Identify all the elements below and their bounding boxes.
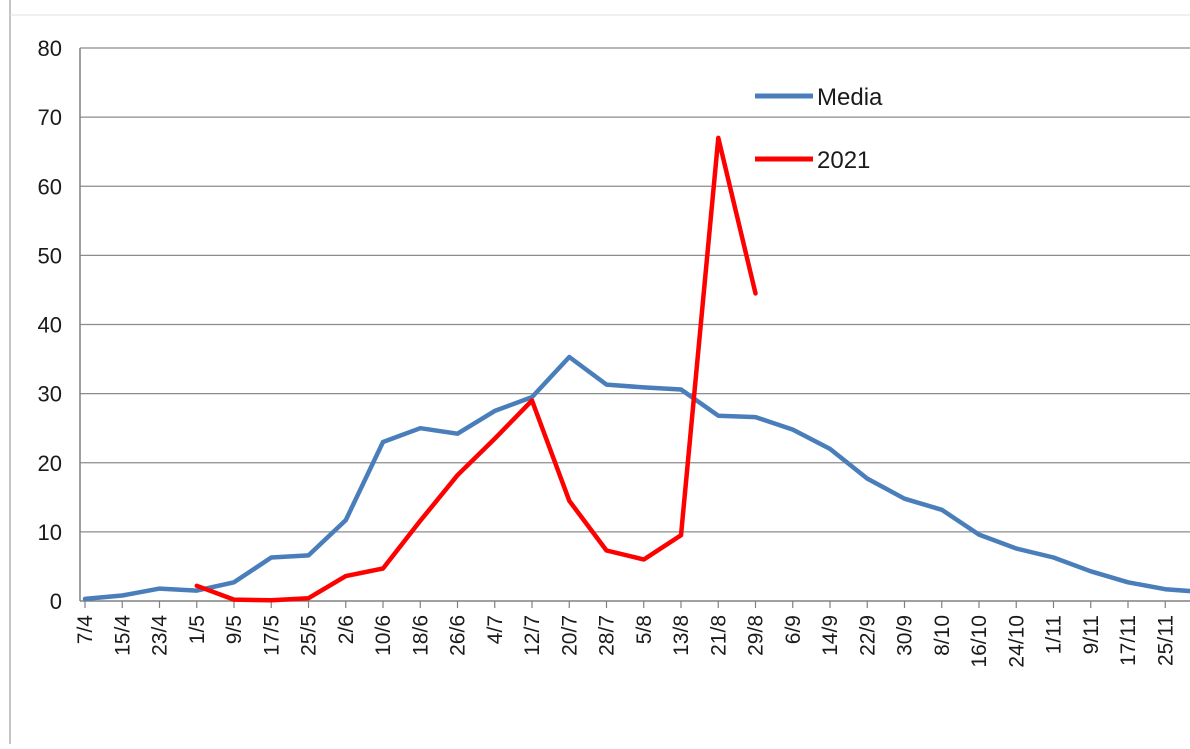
series-lines bbox=[82, 135, 1190, 603]
y-tick-label: 50 bbox=[38, 243, 62, 268]
y-tick-label: 80 bbox=[38, 36, 62, 61]
x-tick-label: 1/11 bbox=[1043, 615, 1066, 654]
y-tick-label: 30 bbox=[38, 382, 62, 407]
x-tick-label: 26/6 bbox=[447, 615, 470, 656]
x-tick-label: 8/10 bbox=[931, 615, 954, 656]
x-tick-label: 23/4 bbox=[149, 615, 172, 656]
x-tick-label: 15/4 bbox=[111, 615, 134, 656]
x-tick-label: 4/7 bbox=[484, 615, 507, 644]
x-tick-label: 21/8 bbox=[707, 615, 730, 656]
series-line-2 bbox=[194, 135, 758, 603]
x-tick-label: 6/9 bbox=[782, 615, 805, 644]
x-tick-label: 18/6 bbox=[409, 615, 432, 656]
x-tick-label: 20/7 bbox=[558, 615, 581, 656]
x-tick-label: 22/9 bbox=[856, 615, 879, 656]
legend-label-1: Media bbox=[817, 84, 883, 111]
y-axis-ticks: 0 10 20 30 40 50 60 70 80 bbox=[38, 36, 62, 614]
y-tick-label: 70 bbox=[38, 105, 62, 130]
x-tick-label: 1/5 bbox=[186, 615, 209, 644]
series-line-1 bbox=[82, 354, 1190, 602]
x-tick-label: 16/10 bbox=[968, 615, 991, 668]
x-tick-label: 7/4 bbox=[74, 615, 97, 645]
x-tick-label: 13/8 bbox=[670, 615, 693, 656]
legend-label-2: 2021 bbox=[817, 147, 870, 174]
x-tick-label: 28/7 bbox=[596, 615, 619, 656]
x-tick-label: 25/5 bbox=[298, 615, 321, 656]
x-tick-label: 10/6 bbox=[372, 615, 395, 656]
y-tick-label: 40 bbox=[38, 313, 62, 338]
x-tick-label: 2/6 bbox=[335, 615, 358, 644]
x-tick-label: 17/5 bbox=[260, 615, 283, 656]
x-tick-label: 29/8 bbox=[745, 615, 768, 656]
x-tick-label: 9/11 bbox=[1080, 615, 1103, 654]
y-tick-label: 10 bbox=[38, 520, 62, 545]
gridlines bbox=[80, 47, 1190, 533]
x-tick-label: 25/11 bbox=[1154, 615, 1177, 666]
x-tick-label: 30/9 bbox=[894, 615, 917, 656]
x-tick-label: 9/5 bbox=[223, 615, 246, 644]
y-tick-label: 0 bbox=[50, 589, 62, 614]
x-tick-label: 17/11 bbox=[1117, 615, 1140, 666]
x-tick-label: 24/10 bbox=[1005, 615, 1028, 668]
x-tick-label: 5/8 bbox=[633, 615, 656, 644]
x-axis-ticks: 7/4 15/4 23/4 1/5 9/5 17/5 25/5 2/6 10/6 18/6 26/6… bbox=[74, 615, 1177, 668]
legend: Media 2021 bbox=[755, 84, 883, 174]
y-tick-label: 60 bbox=[38, 174, 62, 199]
x-tick-label: 12/7 bbox=[521, 615, 544, 656]
y-tick-label: 20 bbox=[38, 451, 62, 476]
x-tick-label: 14/9 bbox=[819, 615, 842, 656]
